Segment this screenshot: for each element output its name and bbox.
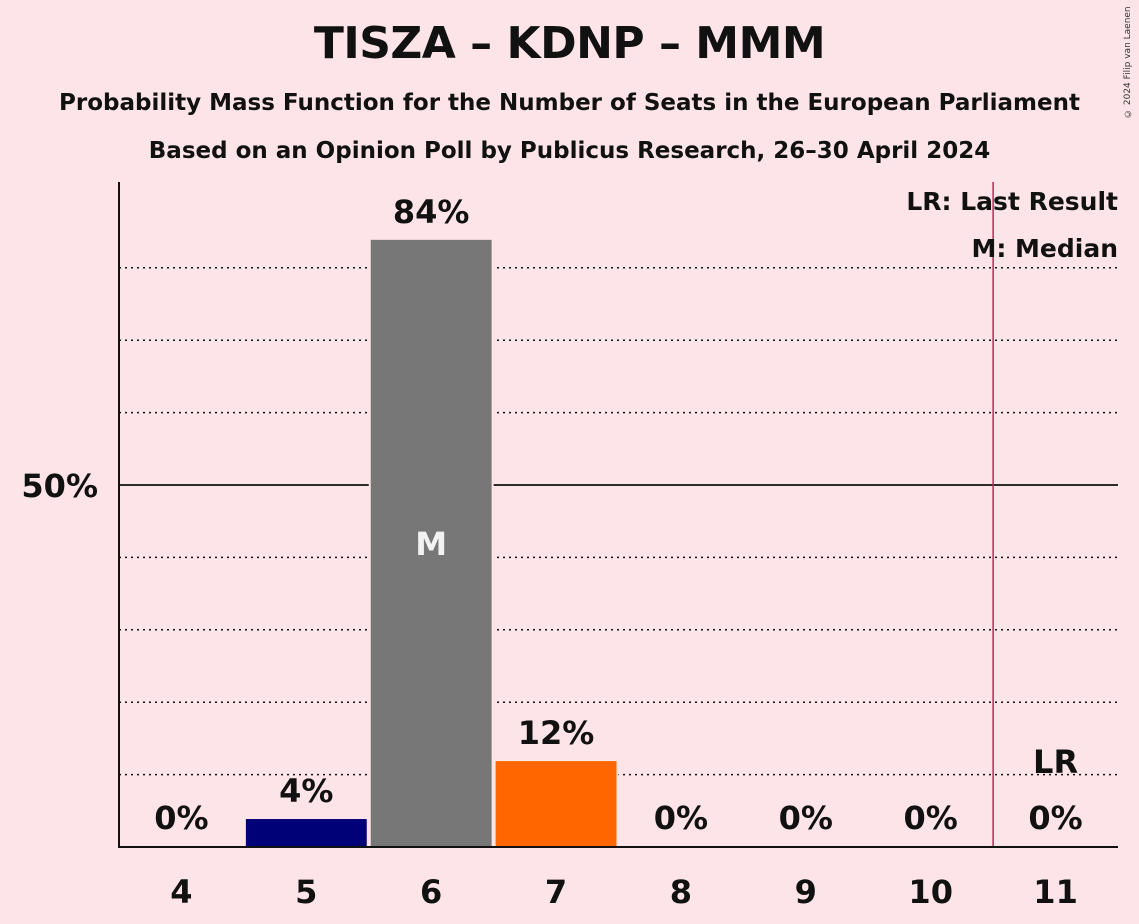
chart-title: TISZA – KDNP – MMM [313,18,826,69]
x-tick-label: 4 [170,873,192,911]
chart-source-line: Based on an Opinion Poll by Publicus Res… [148,138,991,164]
bar-value-label: 0% [654,799,708,837]
bar-value-label: 0% [779,799,833,837]
bar [368,237,494,848]
x-tick-label: 5 [295,873,317,911]
bar-value-label: 4% [279,772,333,810]
x-tick-label: 7 [545,873,567,911]
bar-value-label: 12% [518,714,595,752]
bar [243,817,369,848]
bar [493,759,619,848]
x-tick-label: 9 [795,873,817,911]
x-tick-label: 6 [420,873,442,911]
last-result-marker: LR [1033,743,1078,781]
y-tick-label: 50% [21,467,98,505]
median-marker: M [415,525,447,563]
bar-value-label: 0% [154,799,208,837]
bar-value-label: 84% [393,193,470,231]
x-tick-label: 10 [908,873,953,911]
bar-value-label: 0% [1028,799,1082,837]
bar-value-label: 0% [904,799,958,837]
x-tick-label: 11 [1033,873,1078,911]
x-tick-label: 8 [670,873,692,911]
chart-subtitle: Probability Mass Function for the Number… [59,90,1080,116]
legend-median: M: Median [971,234,1118,263]
legend-last-result: LR: Last Result [906,187,1118,216]
